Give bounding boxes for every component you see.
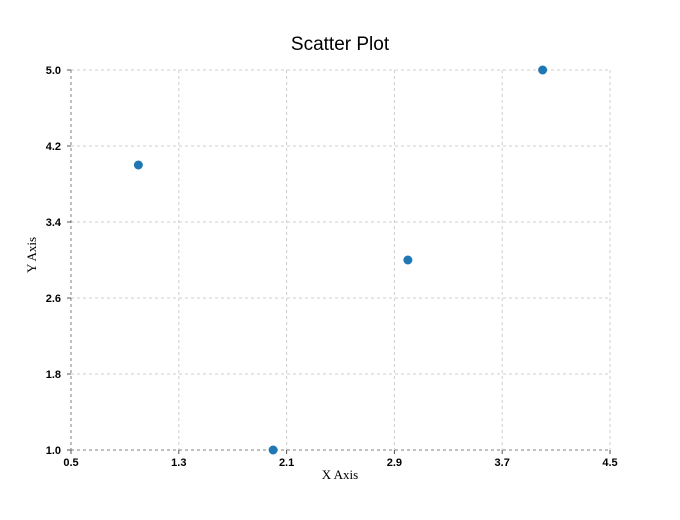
y-tick-label: 2.6 bbox=[46, 293, 61, 305]
scatter-point bbox=[133, 160, 143, 170]
y-axis-label: Y Axis bbox=[24, 237, 39, 273]
axes bbox=[70, 70, 610, 451]
chart-title: Scatter Plot bbox=[291, 34, 390, 55]
grid bbox=[70, 69, 611, 451]
x-tick-label: 0.5 bbox=[63, 457, 78, 469]
x-tick-label: 2.1 bbox=[279, 457, 294, 469]
scatter-point bbox=[538, 65, 548, 75]
data-points bbox=[133, 65, 548, 455]
y-tick-label: 5.0 bbox=[46, 65, 61, 77]
x-tick-label: 1.3 bbox=[171, 457, 186, 469]
scatter-point bbox=[403, 255, 413, 265]
y-tick-label: 4.2 bbox=[46, 141, 61, 153]
scatter-point bbox=[268, 445, 278, 455]
x-tick-label: 3.7 bbox=[495, 457, 510, 469]
y-tick-label: 1.8 bbox=[46, 369, 61, 381]
y-tick-label: 3.4 bbox=[46, 217, 62, 229]
tick-labels: 0.5 1.3 2.1 2.9 3.7 4.5 1.0 1.8 2.6 3.4 4.2 5.0 bbox=[46, 65, 618, 469]
x-axis-label: X Axis bbox=[322, 467, 358, 482]
x-tick-label: 2.9 bbox=[387, 457, 402, 469]
y-tick-label: 1.0 bbox=[46, 445, 61, 457]
x-tick-label: 4.5 bbox=[602, 457, 617, 469]
